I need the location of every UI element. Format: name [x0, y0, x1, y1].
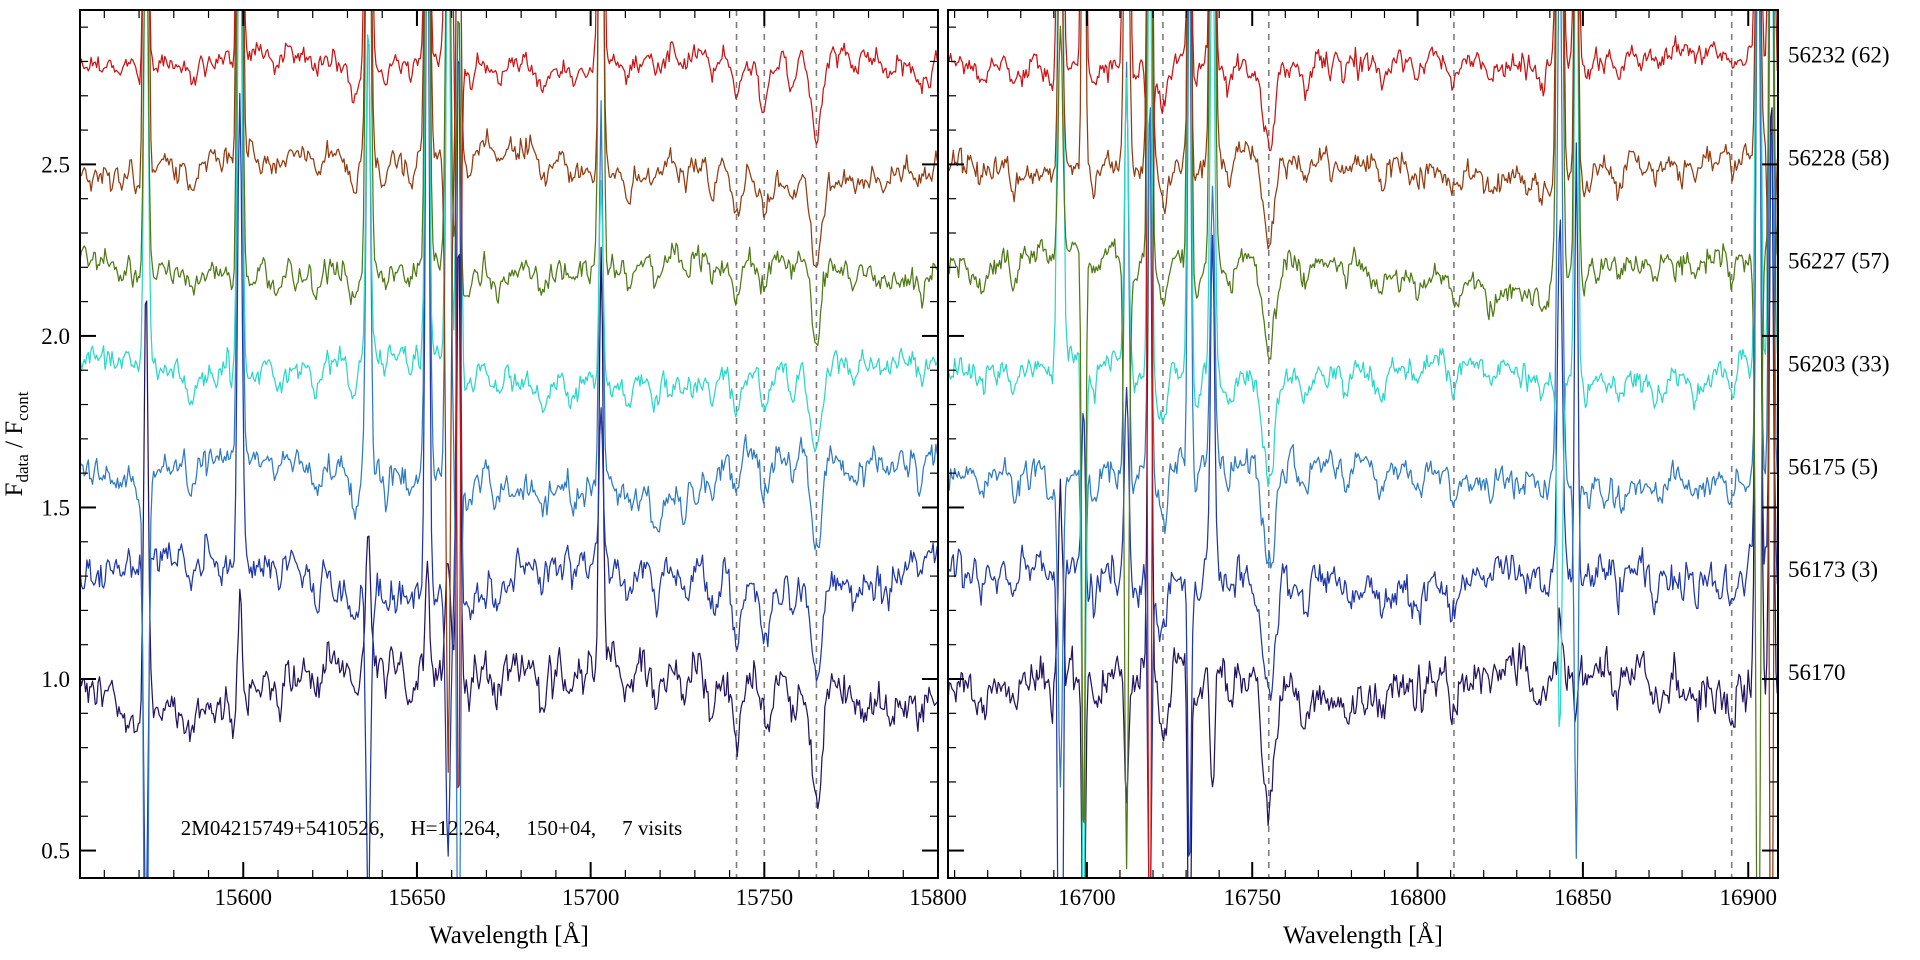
x-tick-label: 16800 [1389, 885, 1447, 910]
spectrum-56227-panel1 [80, 10, 938, 347]
x-tick-label: 16850 [1554, 885, 1612, 910]
series-label-56228: 56228 (58) [1788, 146, 1890, 171]
x-tick-label: 15750 [736, 885, 794, 910]
x-tick-label: 16700 [1058, 885, 1116, 910]
target-annotation: 2M04215749+5410526, H=12.264, 150+04, 7 vis… [181, 816, 682, 840]
spectrum-56173-panel1 [80, 10, 938, 878]
series-label-56175: 56175 (5) [1788, 454, 1878, 479]
x-axis-label: Wavelength [Å] [1283, 922, 1443, 949]
series-label-56173: 56173 (3) [1788, 557, 1878, 582]
spectrum-56173-panel2 [948, 10, 1778, 878]
y-tick-label: 0.5 [41, 839, 70, 864]
x-tick-label: 15600 [215, 885, 273, 910]
spectrum-56232-panel1 [80, 10, 938, 789]
y-tick-label: 1.0 [41, 667, 70, 692]
series-label-56203: 56203 (33) [1788, 351, 1890, 376]
y-tick-label: 2.0 [41, 324, 70, 349]
spectrum-56175-panel1 [80, 10, 938, 878]
y-tick-label: 1.5 [41, 495, 70, 520]
spectrum-56170-panel2 [948, 10, 1778, 878]
series-label-56232: 56232 (62) [1788, 43, 1890, 68]
x-tick-label: 16900 [1719, 885, 1777, 910]
x-axis-label: Wavelength [Å] [429, 922, 589, 949]
spectrum-56228-panel2 [948, 10, 1778, 878]
spectrum-56203-panel1 [80, 10, 938, 453]
spectrum-56227-panel2 [948, 10, 1778, 878]
x-tick-label: 16750 [1223, 885, 1281, 910]
x-tick-label: 15700 [562, 885, 620, 910]
spectrum-56228-panel1 [80, 10, 938, 773]
panel-border [79, 9, 939, 879]
panel-border [947, 9, 1779, 879]
series-label-56227: 56227 (57) [1788, 248, 1890, 273]
y-axis-label: Fdata / Fcont [1, 391, 32, 496]
spectrum-56175-panel2 [948, 10, 1778, 859]
spectrum-56170-panel1 [80, 246, 938, 810]
spectrum-56232-panel2 [948, 10, 1778, 878]
spectrum-56203-panel2 [948, 10, 1778, 878]
series-label-56170: 56170 [1788, 660, 1846, 685]
x-tick-label: 15800 [909, 885, 967, 910]
y-tick-label: 2.5 [41, 152, 70, 177]
x-tick-label: 15650 [388, 885, 446, 910]
